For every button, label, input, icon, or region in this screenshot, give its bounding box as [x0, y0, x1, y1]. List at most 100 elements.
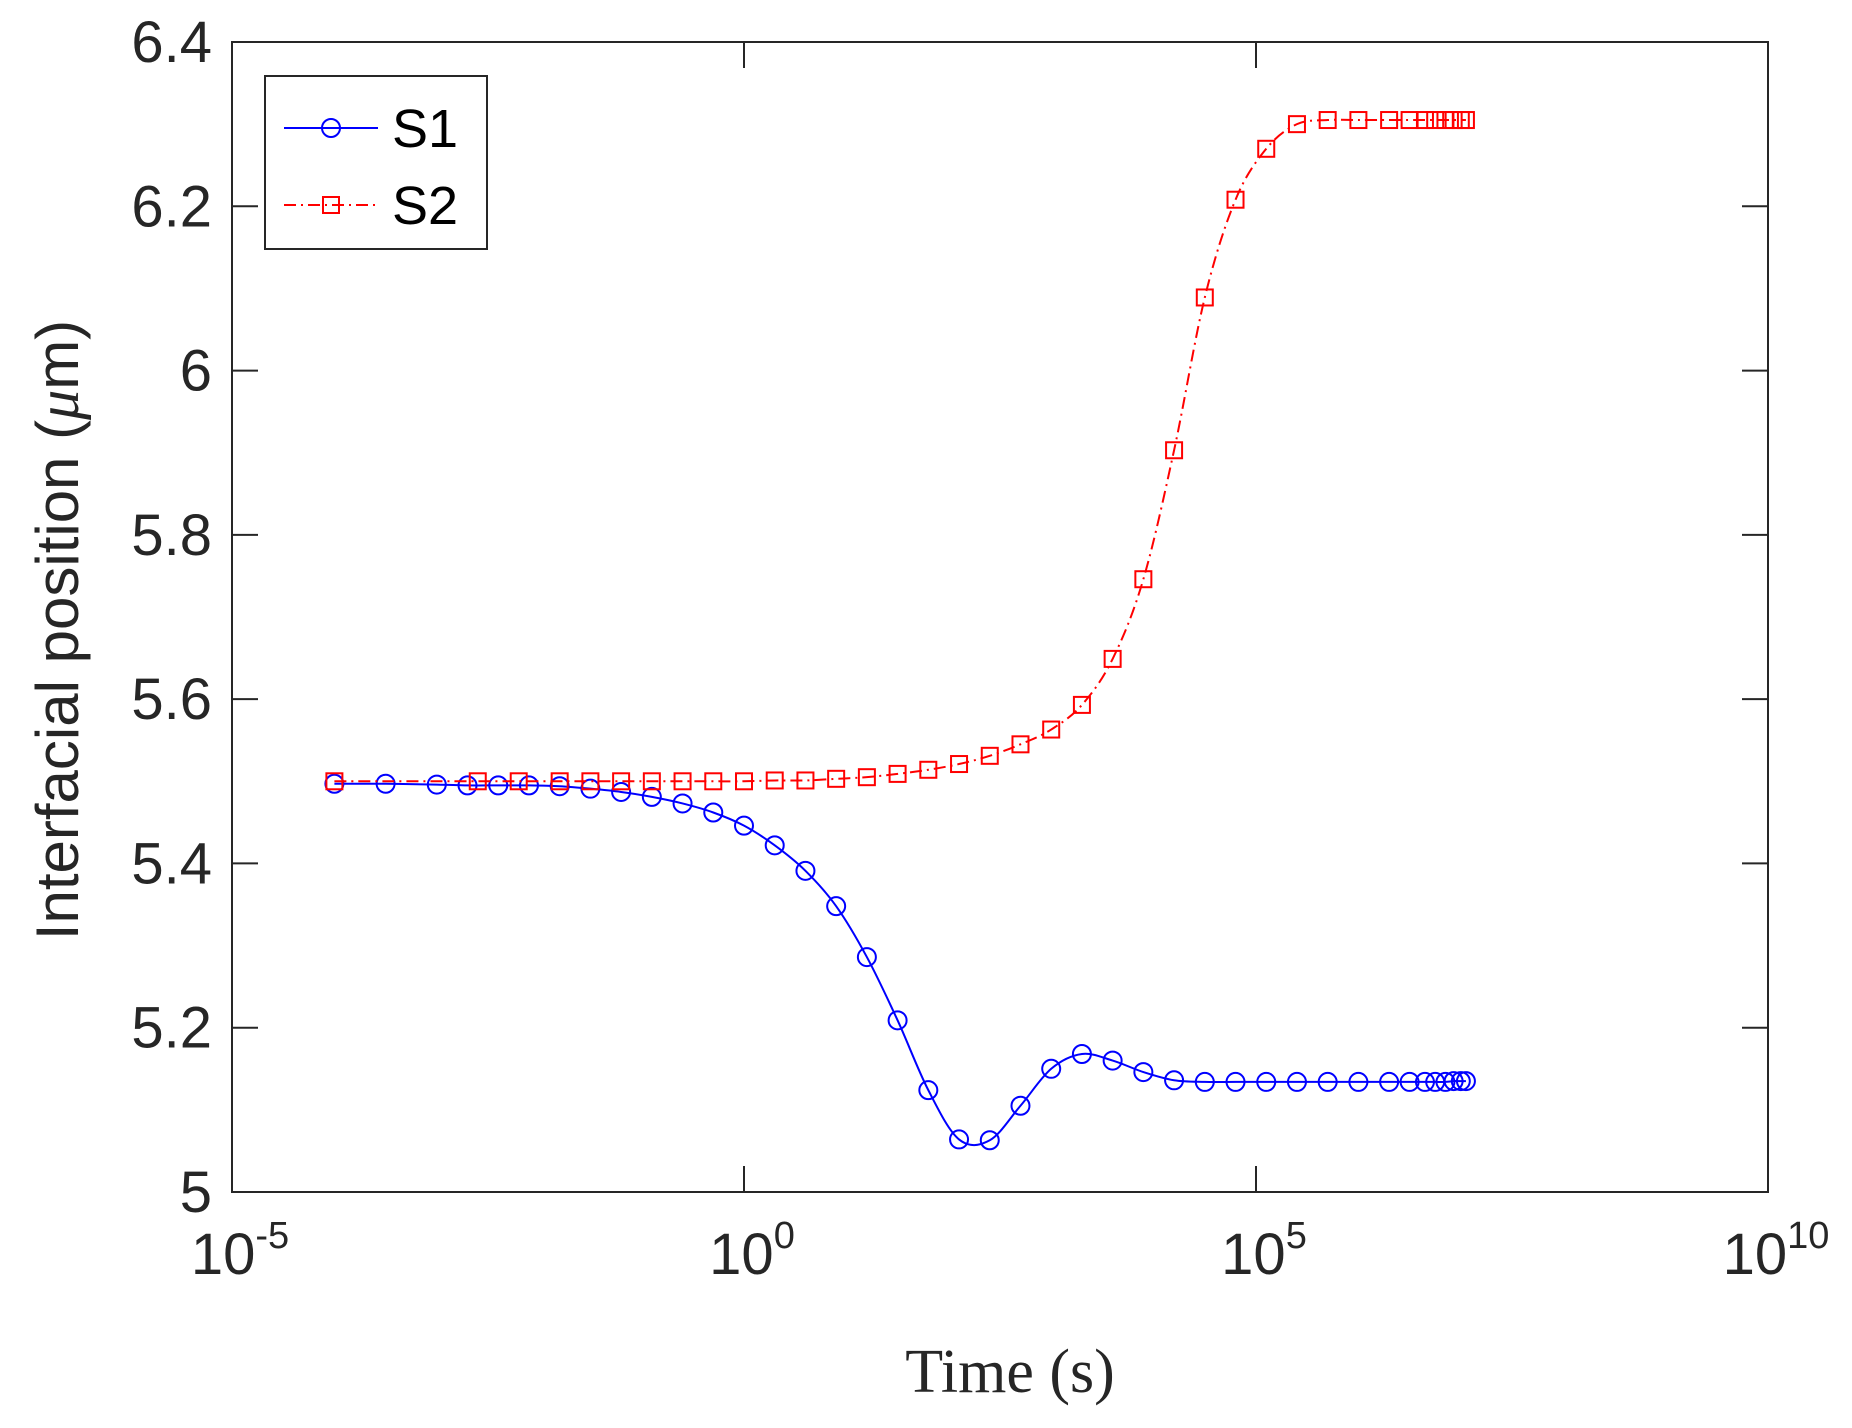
- data-point-s1: [1379, 1071, 1400, 1092]
- data-point-s1: [949, 1129, 970, 1150]
- data-point-s1: [1435, 1071, 1456, 1092]
- data-point-s1: [1348, 1071, 1369, 1092]
- data-point-s2: [1380, 111, 1399, 130]
- data-point-s2: [950, 755, 969, 774]
- y-tick-label: 5: [180, 1160, 212, 1225]
- data-point-s1: [734, 815, 754, 836]
- data-point-s2: [1226, 190, 1245, 209]
- x-tick-label: 1010: [1723, 1215, 1830, 1287]
- legend-box: [264, 75, 488, 250]
- x-tick-label-base: 10: [709, 1222, 774, 1287]
- legend-marker-s1: [321, 118, 341, 138]
- data-point-s1: [1010, 1095, 1031, 1116]
- data-point-s1: [518, 775, 539, 796]
- data-point-s1: [1256, 1071, 1277, 1092]
- data-point-s2: [1318, 111, 1337, 130]
- data-point-s1: [1399, 1071, 1420, 1092]
- data-point-s1: [1225, 1071, 1246, 1092]
- data-point-s1: [918, 1080, 939, 1101]
- data-point-s2: [735, 772, 753, 791]
- data-point-s1: [1194, 1071, 1215, 1092]
- data-point-s2: [919, 760, 938, 779]
- series-layer: [324, 111, 1476, 1151]
- data-point-s1: [1133, 1062, 1154, 1083]
- y-tick-label: 5.6: [131, 667, 212, 732]
- data-point-s1: [1041, 1058, 1062, 1079]
- legend-marker-s2: [322, 196, 340, 214]
- data-point-s2: [642, 772, 661, 791]
- x-tick-label-base: 10: [1221, 1222, 1286, 1287]
- x-tick-label-base: 10: [191, 1222, 256, 1287]
- data-point-s2: [468, 772, 487, 791]
- legend-label-s1: S1: [392, 99, 458, 159]
- data-point-s1: [1164, 1070, 1185, 1091]
- data-point-s1: [1414, 1071, 1435, 1092]
- data-point-s1: [887, 1010, 908, 1031]
- x-tick-label-exponent: 10: [1787, 1215, 1829, 1257]
- data-point-s2: [888, 764, 907, 783]
- data-point-s1: [1102, 1050, 1123, 1071]
- data-point-s2: [1426, 111, 1445, 130]
- data-point-s2: [673, 772, 692, 791]
- data-point-s1: [764, 835, 785, 856]
- data-point-s2: [704, 772, 723, 791]
- data-point-s2: [1134, 570, 1153, 589]
- data-point-s2: [1287, 115, 1306, 134]
- data-point-s2: [1349, 111, 1368, 130]
- data-point-s1: [795, 860, 816, 881]
- data-point-s2: [550, 772, 569, 791]
- legend-label-s2: S2: [392, 176, 458, 236]
- y-tick-label: 5.2: [131, 996, 212, 1061]
- data-point-s1: [1317, 1071, 1338, 1092]
- data-point-s1: [1443, 1071, 1464, 1092]
- y-axis-title: Interfacial position (μm): [24, 320, 91, 940]
- legend: S1 S2: [264, 75, 488, 250]
- x-tick-label-exponent: 5: [1286, 1215, 1307, 1257]
- data-point-s1: [1450, 1071, 1471, 1092]
- data-point-s1: [457, 775, 478, 796]
- y-axis-title-mu: μ: [25, 390, 91, 421]
- x-tick-label: 10-5: [191, 1215, 289, 1287]
- data-point-s2: [1415, 111, 1434, 130]
- x-tick-label-base: 10: [1723, 1222, 1788, 1287]
- data-point-s2: [796, 771, 815, 790]
- data-point-s1: [856, 947, 877, 968]
- x-tick-label-exponent: 0: [774, 1215, 795, 1257]
- x-tick-label: 100: [709, 1215, 795, 1287]
- y-tick-label: 6.4: [131, 10, 212, 75]
- data-point-s2: [612, 772, 631, 791]
- data-point-s1: [375, 773, 396, 794]
- data-point-s2: [509, 772, 528, 791]
- x-axis-title: Time (s): [905, 1338, 1115, 1406]
- series-s2: [325, 111, 1475, 791]
- data-point-s2: [1257, 139, 1276, 158]
- data-point-s1: [1286, 1071, 1307, 1092]
- data-point-s2: [765, 771, 784, 790]
- x-tick-label-exponent: -5: [255, 1215, 289, 1257]
- data-point-s1: [1071, 1044, 1092, 1064]
- data-point-s2: [857, 768, 876, 787]
- y-tick-label: 5.4: [131, 831, 212, 896]
- data-point-s2: [1103, 649, 1122, 668]
- data-point-s2: [980, 746, 999, 765]
- data-point-s2: [1195, 288, 1214, 307]
- data-point-s2: [325, 772, 344, 791]
- data-point-s1: [703, 802, 724, 823]
- data-point-s1: [826, 896, 847, 917]
- data-point-s2: [1165, 441, 1184, 460]
- data-point-s2: [1072, 695, 1091, 714]
- axis-ticks: [231, 41, 1769, 1193]
- data-point-s1: [641, 786, 662, 807]
- data-point-s1: [488, 775, 509, 796]
- data-point-s1: [611, 781, 632, 802]
- data-point-s1: [1455, 1071, 1476, 1092]
- y-axis-title-unit: m): [24, 320, 91, 390]
- y-tick-label: 6.2: [131, 174, 212, 239]
- data-point-s2: [1456, 111, 1475, 130]
- data-point-s2: [827, 769, 846, 788]
- y-tick-label: 6: [180, 339, 212, 404]
- data-point-s1: [979, 1130, 1000, 1151]
- y-tick-label: 5.8: [131, 503, 212, 568]
